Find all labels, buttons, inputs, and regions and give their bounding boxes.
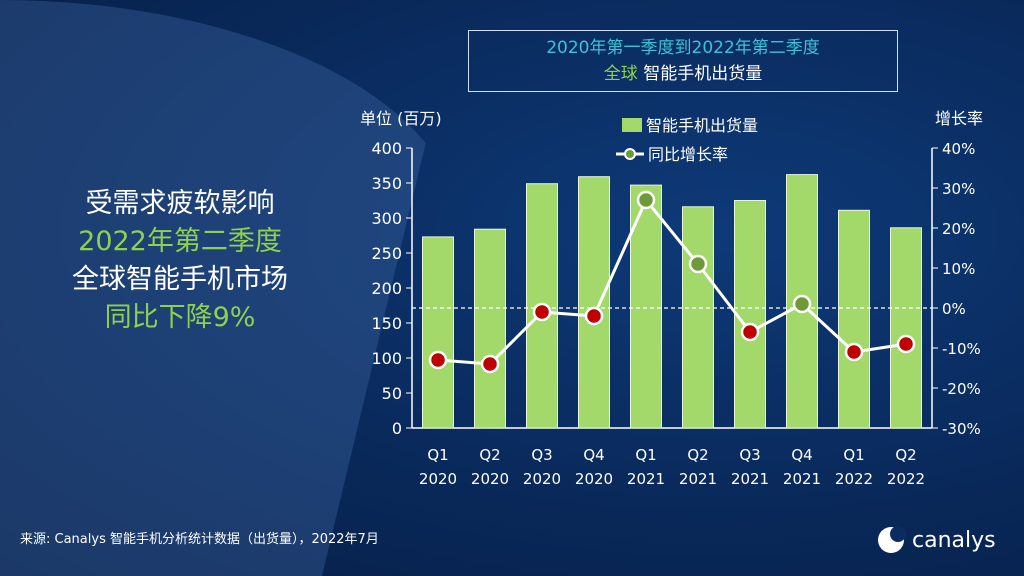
right-tick-label: -20% — [942, 380, 981, 398]
legend-line-marker — [624, 148, 636, 160]
growth-point — [584, 306, 604, 326]
right-tick-label: -30% — [942, 420, 981, 438]
right-tick-label: 10% — [942, 260, 975, 278]
canalys-logo: canalys — [876, 525, 1006, 555]
title-rest: 智能手机出货量 — [637, 64, 763, 84]
growth-point — [428, 350, 448, 370]
x-tick-label-quarter: Q2 — [479, 446, 500, 464]
legend-bar-swatch — [622, 118, 642, 132]
right-tick-label: 30% — [942, 180, 975, 198]
growth-point — [896, 334, 916, 354]
left-tick-label: 350 — [371, 174, 402, 193]
growth-point — [844, 342, 864, 362]
x-tick-label-quarter: Q3 — [531, 446, 552, 464]
right-tick-label: 0% — [942, 300, 966, 318]
legend-bar-label: 智能手机出货量 — [646, 116, 758, 135]
bar — [474, 228, 506, 429]
left-tick-label: 150 — [371, 314, 402, 333]
canalys-logo-icon — [878, 526, 906, 553]
x-tick-label-quarter: Q4 — [583, 446, 604, 464]
bar — [838, 209, 870, 429]
left-axis-label: 单位 (百万) — [360, 109, 442, 128]
x-tick-label-quarter: Q2 — [687, 446, 708, 464]
logo-text: canalys — [912, 527, 996, 553]
headline-line2: 2022年第二季度 — [78, 226, 282, 257]
growth-point — [740, 322, 760, 342]
x-tick-label-year: 2021 — [627, 470, 665, 488]
x-tick-label-quarter: Q2 — [895, 446, 916, 464]
growth-point — [480, 354, 500, 374]
growth-point — [688, 254, 708, 274]
x-tick-label-quarter: Q1 — [427, 446, 448, 464]
growth-line — [437, 197, 907, 366]
left-tick-label: 50 — [382, 384, 402, 403]
source-note: 来源: Canalys 智能手机分析统计数据（出货量），2022年7月 — [20, 532, 379, 547]
x-tick-label-year: 2021 — [731, 470, 769, 488]
headline: 受需求疲软影响 2022年第二季度 全球智能手机市场 同比下降9% — [30, 185, 330, 337]
x-tick-label-quarter: Q1 — [843, 446, 864, 464]
left-tick-label: 250 — [371, 244, 402, 263]
right-tick-label: 40% — [942, 140, 975, 158]
x-tick-label-quarter: Q1 — [635, 446, 656, 464]
chart-title-line2: 全球 智能手机出货量 — [469, 61, 897, 87]
bar — [890, 227, 922, 429]
right-tick-label: -10% — [942, 340, 981, 358]
chart-title-line1: 2020年第一季度到2022年第二季度 — [546, 38, 820, 58]
chart-title-box: 2020年第一季度到2022年第二季度 全球 智能手机出货量 — [468, 30, 898, 92]
x-tick-label-year: 2022 — [835, 470, 873, 488]
x-tick-label-year: 2020 — [575, 470, 613, 488]
x-tick-label-quarter: Q3 — [739, 446, 760, 464]
left-tick-label: 100 — [371, 349, 402, 368]
x-tick-label-year: 2021 — [783, 470, 821, 488]
left-tick-label: 200 — [371, 279, 402, 298]
x-tick-label-quarter: Q4 — [791, 446, 812, 464]
bar — [578, 176, 610, 429]
left-tick-label: 300 — [371, 209, 402, 228]
left-tick-label: 400 — [371, 139, 402, 158]
x-tick-label-year: 2020 — [419, 470, 457, 488]
right-axis-label: 增长率 — [935, 109, 983, 128]
right-tick-label: 20% — [942, 220, 975, 238]
growth-point — [636, 190, 656, 210]
x-tick-label-year: 2021 — [679, 470, 717, 488]
bar — [734, 200, 766, 429]
headline-line4: 同比下降9% — [104, 302, 256, 333]
x-tick-label-year: 2020 — [523, 470, 561, 488]
left-tick-label: 0 — [392, 419, 402, 438]
growth-point — [792, 294, 812, 314]
headline-line3: 全球智能手机市场 — [72, 264, 288, 295]
legend-line-label: 同比增长率 — [648, 145, 728, 164]
title-highlight: 全球 — [603, 64, 638, 84]
bar — [422, 236, 454, 429]
headline-line1: 受需求疲软影响 — [85, 188, 275, 219]
x-tick-label-year: 2020 — [471, 470, 509, 488]
x-tick-label-year: 2022 — [887, 470, 925, 488]
bar — [682, 206, 714, 429]
growth-point — [532, 302, 552, 322]
